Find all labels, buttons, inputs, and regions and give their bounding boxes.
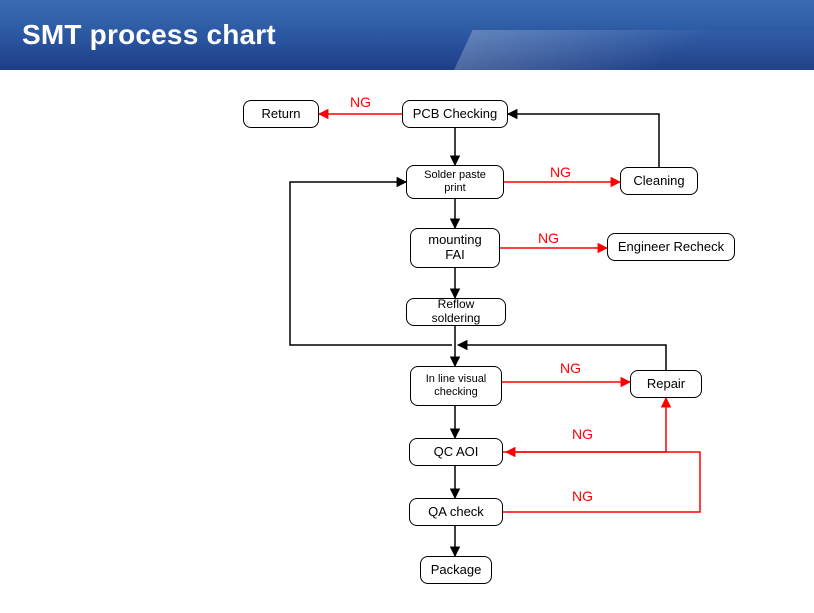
node-spp: Solder paste print — [406, 165, 504, 199]
edge-label-pcb-return: NG — [350, 94, 371, 110]
edge-qcaoi-repair — [503, 398, 666, 452]
edge-cleaning-pcb — [508, 114, 659, 167]
flowchart-edges — [0, 70, 814, 613]
node-reflow: Reflow soldering — [406, 298, 506, 326]
node-mount: mounting FAI — [410, 228, 500, 268]
node-pcb: PCB Checking — [402, 100, 508, 128]
header-accent — [454, 30, 814, 70]
edge-label-mount-erecheck: NG — [538, 230, 559, 246]
edge-label-qcaoi-repair: NG — [572, 426, 593, 442]
node-erecheck: Engineer Recheck — [607, 233, 735, 261]
node-return: Return — [243, 100, 319, 128]
node-cleaning: Cleaning — [620, 167, 698, 195]
edge-qacheck-qcaoi-back — [503, 452, 700, 512]
edge-label-qacheck-qcaoi-back: NG — [572, 488, 593, 504]
edge-label-ilvc-repair: NG — [560, 360, 581, 376]
node-qcaoi: QC AOI — [409, 438, 503, 466]
node-qacheck: QA check — [409, 498, 503, 526]
header-bar: SMT process chart — [0, 0, 814, 70]
flowchart-canvas: Return PCB Checking Solder paste print Clea… — [0, 70, 814, 613]
node-package: Package — [420, 556, 492, 584]
page-title: SMT process chart — [22, 19, 276, 51]
edge-label-spp-cleaning: NG — [550, 164, 571, 180]
node-repair: Repair — [630, 370, 702, 398]
node-ilvc: In line visual checking — [410, 366, 502, 406]
